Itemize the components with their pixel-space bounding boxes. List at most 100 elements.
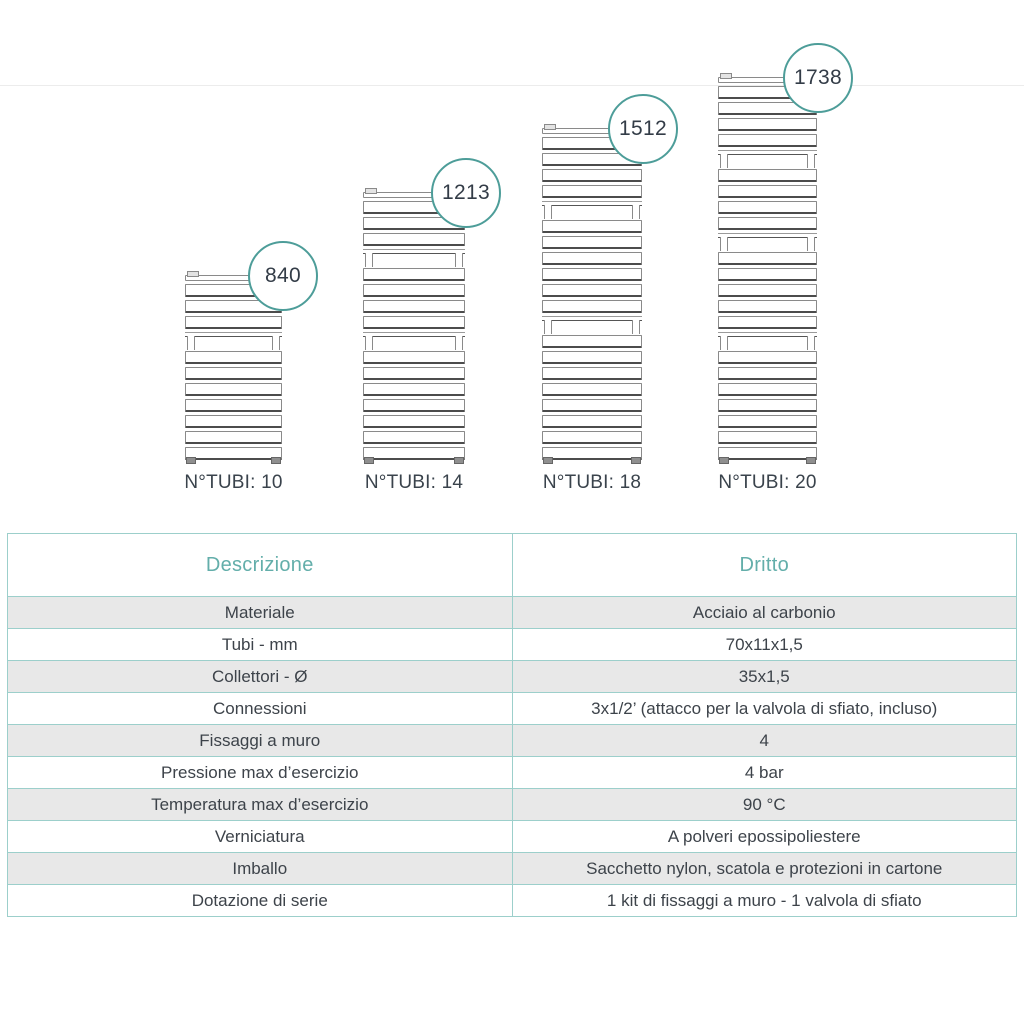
radiator-tube	[718, 217, 817, 230]
radiator-tube	[542, 252, 642, 265]
radiator-tube	[542, 185, 642, 198]
radiator-tube	[542, 268, 642, 281]
collector-rail-right	[455, 336, 463, 350]
radiator-tube	[542, 447, 642, 460]
radiator-tube	[542, 383, 642, 396]
radiator-tube	[363, 383, 465, 396]
height-badge: 1512	[608, 94, 678, 164]
table-row: Verniciatura A polveri epossipoliestere	[7, 820, 1017, 853]
tube-count-label: N°TUBI: 18	[542, 472, 642, 493]
spec-value-cell: Sacchetto nylon, scatola e protezioni in…	[511, 852, 1017, 885]
radiator-tube	[718, 169, 817, 182]
collector-rail-left	[365, 336, 373, 350]
radiator-tube	[363, 284, 465, 297]
radiator-figure: 1512 N°TUBI: 18	[542, 94, 678, 493]
height-badge: 1738	[783, 43, 853, 113]
spec-label-cell: Pressione max d’esercizio	[7, 756, 513, 789]
radiator-tube	[185, 399, 282, 412]
collector-gap	[363, 332, 465, 350]
collector-rail-left	[544, 320, 552, 334]
spec-value-cell: 3x1/2’ (attacco per la valvola di sfiato…	[511, 692, 1017, 725]
radiator-tube	[718, 431, 817, 444]
radiator-tube	[718, 185, 817, 198]
height-badge: 1213	[431, 158, 501, 228]
vent-nub	[365, 188, 377, 194]
radiator-tube	[185, 367, 282, 380]
spec-value-cell: 90 °C	[511, 788, 1017, 821]
radiator-tube	[185, 415, 282, 428]
spec-table-header-row: Descrizione Dritto	[7, 533, 1017, 597]
collector-gap	[185, 332, 282, 350]
radiator-tube	[542, 220, 642, 233]
radiator-tube	[542, 335, 642, 348]
spec-label-cell: Fissaggi a muro	[7, 724, 513, 757]
radiator-tube	[718, 201, 817, 214]
radiator-tube	[185, 351, 282, 364]
radiator-tube	[363, 233, 465, 246]
table-row: Fissaggi a muro 4	[7, 724, 1017, 757]
collector-gap	[363, 249, 465, 267]
radiator-tube	[363, 415, 465, 428]
foot-nub-right	[454, 457, 464, 464]
radiator-tube	[718, 351, 817, 364]
table-row: Imballo Sacchetto nylon, scatola e protez…	[7, 852, 1017, 885]
collector-gap-top	[718, 332, 817, 337]
collector-rail-left	[187, 336, 195, 350]
radiator-figure: 1738 N°TUBI: 20	[718, 43, 853, 493]
collector-rail-right	[807, 154, 815, 168]
spec-table: Descrizione Dritto Materiale Acciaio al c…	[7, 533, 1017, 917]
spec-value-cell: 1 kit di fissaggi a muro - 1 valvola di …	[511, 884, 1017, 917]
radiator-tube	[363, 316, 465, 329]
radiator-tube	[363, 300, 465, 313]
vent-nub	[720, 73, 732, 79]
spec-table-body: Materiale Acciaio al carbonio Tubi - mm 70x…	[7, 596, 1017, 917]
foot-nub-right	[806, 457, 816, 464]
collector-rail-right	[455, 253, 463, 267]
collector-gap-top	[363, 332, 465, 337]
collector-rail-left	[720, 154, 728, 168]
collector-rail-left	[720, 336, 728, 350]
foot-nub-left	[364, 457, 374, 464]
radiator-tube	[542, 169, 642, 182]
radiator-figure: 840 N°TUBI: 10	[184, 241, 318, 493]
foot-nub-left	[186, 457, 196, 464]
radiator-tube	[718, 300, 817, 313]
radiator-tube	[542, 300, 642, 313]
radiator-tube	[542, 367, 642, 380]
radiator-tube	[718, 367, 817, 380]
radiator-tube	[718, 399, 817, 412]
spec-value-cell: 70x11x1,5	[511, 628, 1017, 661]
collector-gap-top	[185, 332, 282, 337]
vent-nub	[544, 124, 556, 130]
radiator-tube	[542, 284, 642, 297]
radiator-tube	[718, 415, 817, 428]
collector-gap	[542, 316, 642, 334]
collector-gap-top	[542, 201, 642, 206]
table-row: Connessioni 3x1/2’ (attacco per la valvol…	[7, 692, 1017, 725]
foot-nub-right	[271, 457, 281, 464]
radiator-tube	[718, 268, 817, 281]
table-row: Collettori - Ø 35x1,5	[7, 660, 1017, 693]
spec-label-cell: Tubi - mm	[7, 628, 513, 661]
spec-label-cell: Materiale	[7, 596, 513, 629]
spec-label-cell: Verniciatura	[7, 820, 513, 853]
table-row: Temperatura max d’esercizio 90 °C	[7, 788, 1017, 821]
radiator-tube	[718, 316, 817, 329]
spec-value-cell: 35x1,5	[511, 660, 1017, 693]
collector-gap-top	[363, 249, 465, 254]
top-divider	[0, 85, 1024, 86]
collector-rail-left	[544, 205, 552, 219]
spec-value-cell: Acciaio al carbonio	[511, 596, 1017, 629]
radiator-tube	[542, 431, 642, 444]
radiator-tube	[542, 415, 642, 428]
radiator-tube	[185, 383, 282, 396]
radiator-tube	[542, 236, 642, 249]
foot-nub-right	[631, 457, 641, 464]
collector-gap	[718, 233, 817, 251]
table-row: Tubi - mm 70x11x1,5	[7, 628, 1017, 661]
foot-nub-left	[543, 457, 553, 464]
radiator-tube	[718, 284, 817, 297]
radiator-tube	[718, 383, 817, 396]
